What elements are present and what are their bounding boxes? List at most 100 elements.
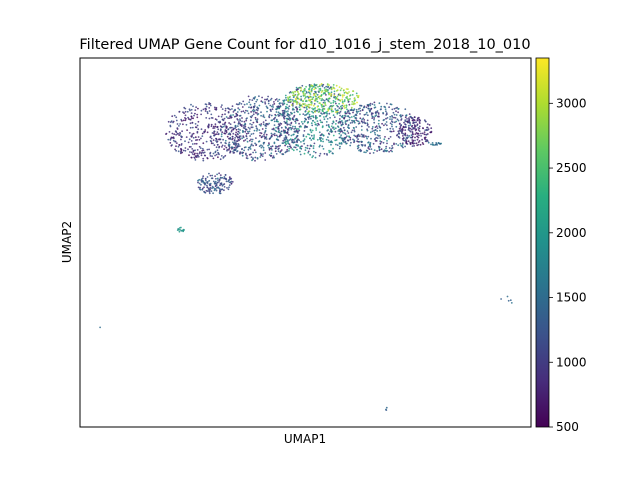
- scatter-point: [356, 101, 358, 104]
- scatter-point: [275, 120, 278, 123]
- scatter-point: [275, 153, 278, 155]
- scatter-point: [178, 227, 181, 229]
- scatter-point: [329, 140, 332, 143]
- scatter-point: [414, 133, 417, 136]
- scatter-point: [227, 180, 230, 183]
- scatter-point: [284, 94, 287, 97]
- scatter-point: [356, 112, 359, 114]
- scatter-point: [261, 96, 263, 99]
- scatter-point: [236, 111, 239, 113]
- scatter-point: [385, 110, 387, 113]
- scatter-point: [347, 88, 349, 90]
- scatter-point: [171, 132, 174, 135]
- scatter-point: [391, 125, 393, 128]
- scatter-point: [418, 127, 421, 130]
- scatter-point: [319, 115, 322, 117]
- scatter-point: [372, 152, 375, 154]
- scatter-point: [344, 140, 347, 143]
- scatter-point: [351, 129, 354, 132]
- scatter-point: [202, 159, 205, 162]
- scatter-point: [290, 121, 293, 124]
- scatter-point: [361, 121, 364, 124]
- scatter-point: [213, 130, 216, 133]
- scatter-point: [214, 185, 217, 188]
- scatter-point: [300, 121, 303, 123]
- scatter-point: [415, 132, 418, 134]
- scatter-point: [332, 110, 335, 113]
- scatter-point: [252, 144, 255, 147]
- scatter-point: [414, 139, 416, 142]
- scatter-point: [222, 138, 225, 141]
- scatter-point: [310, 115, 313, 118]
- scatter-point: [393, 113, 396, 116]
- scatter-point: [399, 142, 402, 145]
- scatter-point: [235, 131, 238, 134]
- scatter-point: [284, 135, 287, 137]
- scatter-point: [380, 141, 383, 143]
- scatter-point: [306, 144, 309, 147]
- scatter-point: [264, 98, 266, 101]
- scatter-point: [348, 119, 351, 121]
- scatter-point: [202, 152, 205, 154]
- scatter-point: [330, 129, 332, 132]
- scatter-point: [272, 133, 274, 136]
- scatter-point: [236, 150, 239, 152]
- scatter-point: [247, 148, 250, 151]
- scatter-point: [267, 102, 270, 105]
- scatter-point: [310, 96, 312, 98]
- scatter-point: [313, 142, 316, 145]
- scatter-point: [200, 183, 202, 186]
- scatter-point: [195, 126, 198, 129]
- scatter-point: [229, 108, 232, 111]
- scatter-point: [276, 135, 279, 138]
- scatter-point: [322, 101, 325, 104]
- scatter-point: [330, 102, 332, 104]
- scatter-point: [418, 121, 421, 123]
- scatter-point: [319, 89, 322, 91]
- scatter-point: [264, 102, 267, 105]
- scatter-point: [357, 120, 360, 123]
- scatter-point: [184, 149, 187, 152]
- scatter-point: [390, 103, 393, 106]
- scatter-point: [416, 124, 419, 127]
- scatter-point: [306, 147, 309, 150]
- scatter-point: [392, 111, 395, 114]
- scatter-point: [216, 131, 219, 134]
- scatter-point: [400, 118, 403, 120]
- scatter-point: [342, 123, 344, 126]
- scatter-point: [323, 112, 325, 114]
- scatter-point: [309, 153, 311, 156]
- scatter-point: [206, 148, 209, 151]
- scatter-point: [245, 153, 247, 156]
- scatter-point: [338, 93, 341, 96]
- scatter-point: [333, 90, 336, 93]
- scatter-point: [351, 100, 354, 103]
- scatter-point: [194, 152, 196, 155]
- scatter-point: [241, 148, 243, 151]
- scatter-point: [210, 125, 213, 128]
- scatter-point: [268, 146, 270, 149]
- scatter-point: [412, 127, 415, 130]
- scatter-point: [252, 121, 255, 124]
- scatter-point: [315, 129, 318, 131]
- scatter-point: [293, 111, 296, 114]
- scatter-point: [292, 91, 294, 93]
- scatter-point: [184, 119, 187, 122]
- scatter-point: [312, 147, 315, 150]
- scatter-point: [289, 127, 291, 129]
- scatter-point: [402, 125, 405, 128]
- scatter-point: [410, 116, 413, 119]
- scatter-point: [328, 126, 331, 129]
- scatter-point: [184, 110, 187, 113]
- scatter-point: [302, 135, 305, 138]
- scatter-point: [385, 150, 388, 153]
- scatter-point: [220, 135, 223, 138]
- scatter-point: [342, 126, 345, 129]
- scatter-point: [209, 104, 212, 107]
- scatter-point: [338, 132, 341, 135]
- scatter-point: [375, 140, 378, 142]
- scatter-point: [365, 106, 368, 109]
- scatter-point: [300, 89, 303, 92]
- scatter-point: [313, 121, 316, 124]
- scatter-point: [214, 151, 217, 154]
